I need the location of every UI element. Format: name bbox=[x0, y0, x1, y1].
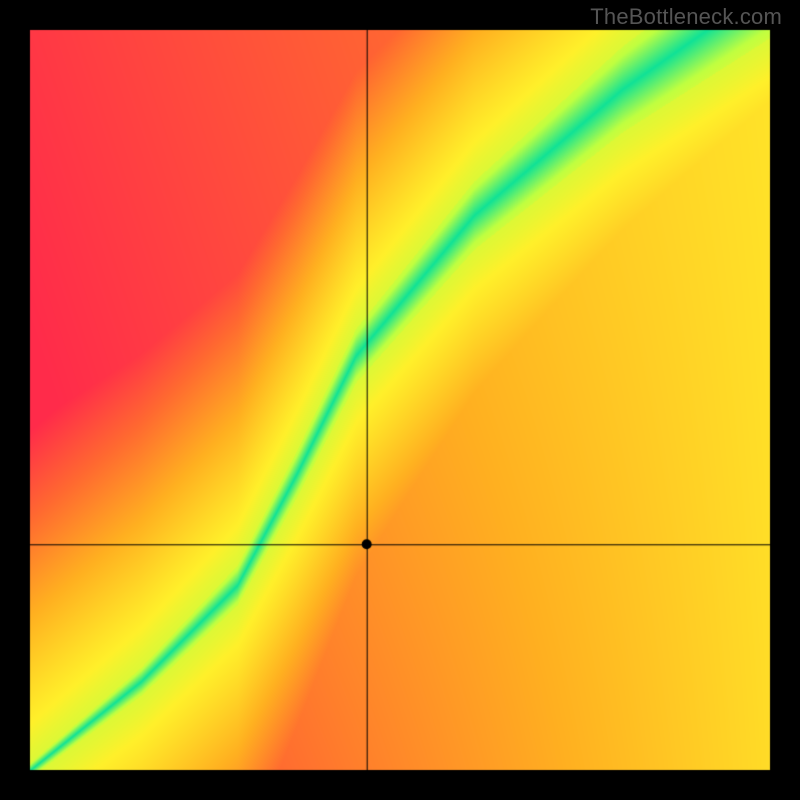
watermark-text: TheBottleneck.com bbox=[590, 4, 782, 30]
chart-container: TheBottleneck.com bbox=[0, 0, 800, 800]
bottleneck-heatmap bbox=[0, 0, 800, 800]
